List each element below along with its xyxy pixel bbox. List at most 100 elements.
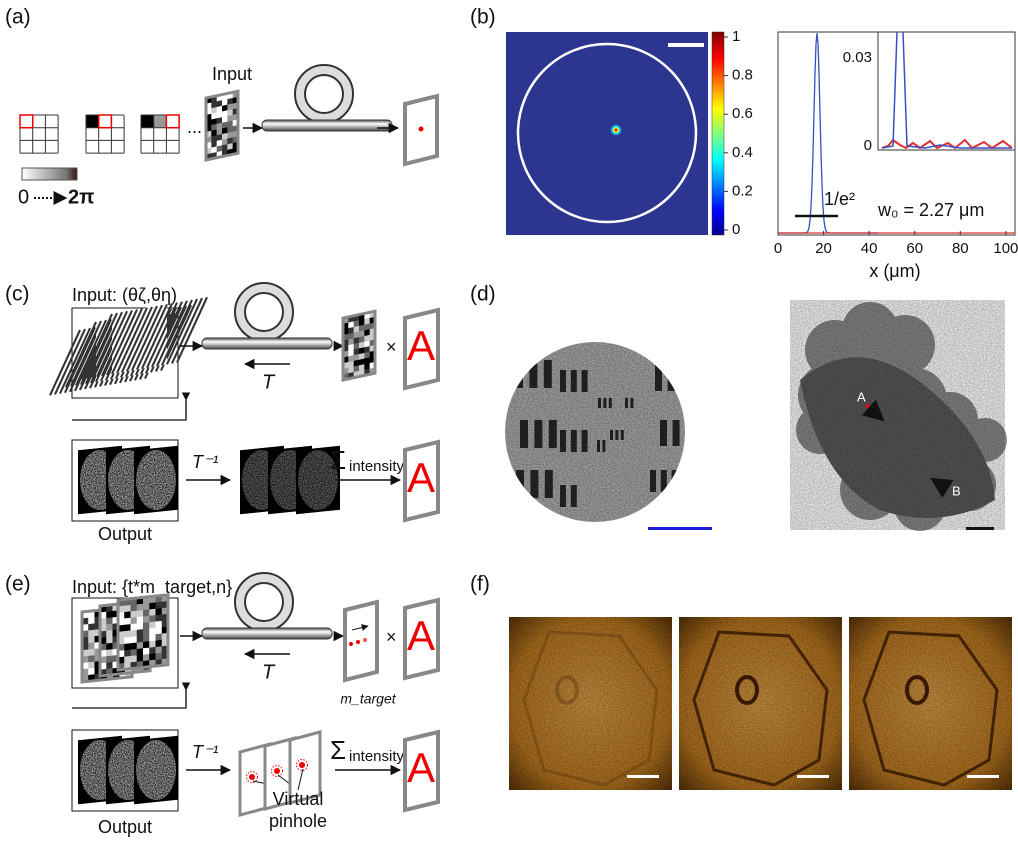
focus-center <box>615 129 618 132</box>
point <box>363 638 367 642</box>
pinhole <box>274 768 280 774</box>
sum-symbol: Σ <box>330 445 346 475</box>
sum-symbol: Σ <box>330 735 346 765</box>
pixel <box>149 647 156 654</box>
tick-label: 20 <box>815 240 832 257</box>
input-label: Input: (θζ,θη) <box>72 285 177 305</box>
cell <box>141 115 154 128</box>
sum-subscript: intensity <box>349 458 405 475</box>
tick-label: 0.03 <box>843 49 872 66</box>
times: × <box>386 337 397 357</box>
inverse: T⁻¹ <box>192 452 219 472</box>
pixel <box>88 668 95 675</box>
pixel <box>131 604 138 611</box>
tick-label: 0 <box>864 137 872 154</box>
pixel <box>149 621 156 628</box>
pixel <box>149 628 156 635</box>
pixel <box>143 629 150 636</box>
pixel <box>143 648 150 655</box>
pixel <box>88 649 95 656</box>
target-name: m_target <box>340 691 396 707</box>
active-cell <box>20 115 33 128</box>
ring-fiber <box>262 70 392 131</box>
pixel <box>131 643 138 650</box>
pinhole-label: Virtual <box>273 789 324 809</box>
slm-pattern <box>206 91 238 160</box>
pixel <box>156 634 163 641</box>
focus-map <box>506 32 708 235</box>
pinhole <box>249 774 255 780</box>
transfer: T <box>262 661 276 683</box>
cell <box>86 115 99 128</box>
texture <box>679 617 842 790</box>
target: A <box>407 322 435 369</box>
tick-label: 0.8 <box>732 67 753 84</box>
pixel <box>149 615 156 622</box>
pixel <box>106 656 113 663</box>
speckle-images <box>78 736 178 805</box>
texture <box>849 617 1012 790</box>
pixel <box>106 662 113 669</box>
target-image <box>505 342 692 522</box>
pixel <box>131 617 138 624</box>
active-cell <box>166 115 179 128</box>
transfer: T <box>262 371 276 393</box>
pinhole <box>299 762 305 768</box>
times: × <box>386 627 397 647</box>
pixel <box>124 643 131 650</box>
pixel <box>156 646 163 653</box>
output-label: Output <box>98 817 152 837</box>
pixel <box>124 611 131 618</box>
inverse: T⁻¹ <box>192 742 219 762</box>
speckle <box>136 740 176 800</box>
pixel <box>88 642 95 649</box>
pixel <box>131 649 138 656</box>
checker <box>118 595 168 671</box>
pixel <box>137 610 144 617</box>
texture <box>509 617 672 790</box>
pixel <box>131 630 138 637</box>
bar <box>685 420 692 446</box>
pixel <box>156 640 163 647</box>
cell-images <box>509 617 1012 790</box>
inset <box>878 32 1015 150</box>
panel-label: (c) <box>5 283 30 306</box>
scale-bar <box>966 527 994 530</box>
pixel <box>106 611 113 618</box>
speckle-images <box>78 446 178 515</box>
pinhole-label: pinhole <box>269 811 327 831</box>
pixel <box>88 617 95 624</box>
pixel <box>106 649 113 656</box>
pixel <box>88 623 95 630</box>
pixel <box>149 602 156 609</box>
tick-label: 0 <box>732 221 740 238</box>
pixel <box>131 636 138 643</box>
tick-label: 0.6 <box>732 105 753 122</box>
scale-bar <box>967 775 999 778</box>
pixel <box>143 609 150 616</box>
tick-label: 100 <box>993 240 1018 257</box>
colorbar-ticks: 00.20.40.60.81 <box>724 28 753 238</box>
tick-label: 0 <box>774 240 782 257</box>
pixel <box>137 648 144 655</box>
pixel <box>131 611 138 618</box>
panel-label: (e) <box>5 573 31 596</box>
input-label: Input: {t*m_target,n} <box>72 577 232 598</box>
pixel <box>149 653 156 660</box>
sum-subscript: intensity <box>349 748 405 765</box>
scale-bar <box>648 527 712 530</box>
tick-label: 1 <box>732 28 740 45</box>
pixel <box>124 637 131 644</box>
x-label: x (μm) <box>869 261 920 281</box>
pixel <box>124 624 131 631</box>
pixel <box>156 653 163 660</box>
connector <box>72 400 186 420</box>
scale-bar <box>627 775 659 778</box>
figure: (a) ... Input 0 2π (b) 00.20.40.60.81 00… <box>0 0 1018 852</box>
pixel <box>131 623 138 630</box>
pixel <box>143 635 150 642</box>
bar <box>680 365 687 391</box>
input-label: Input <box>212 64 252 84</box>
panel-label: (a) <box>5 6 31 29</box>
active-cell <box>99 115 112 128</box>
